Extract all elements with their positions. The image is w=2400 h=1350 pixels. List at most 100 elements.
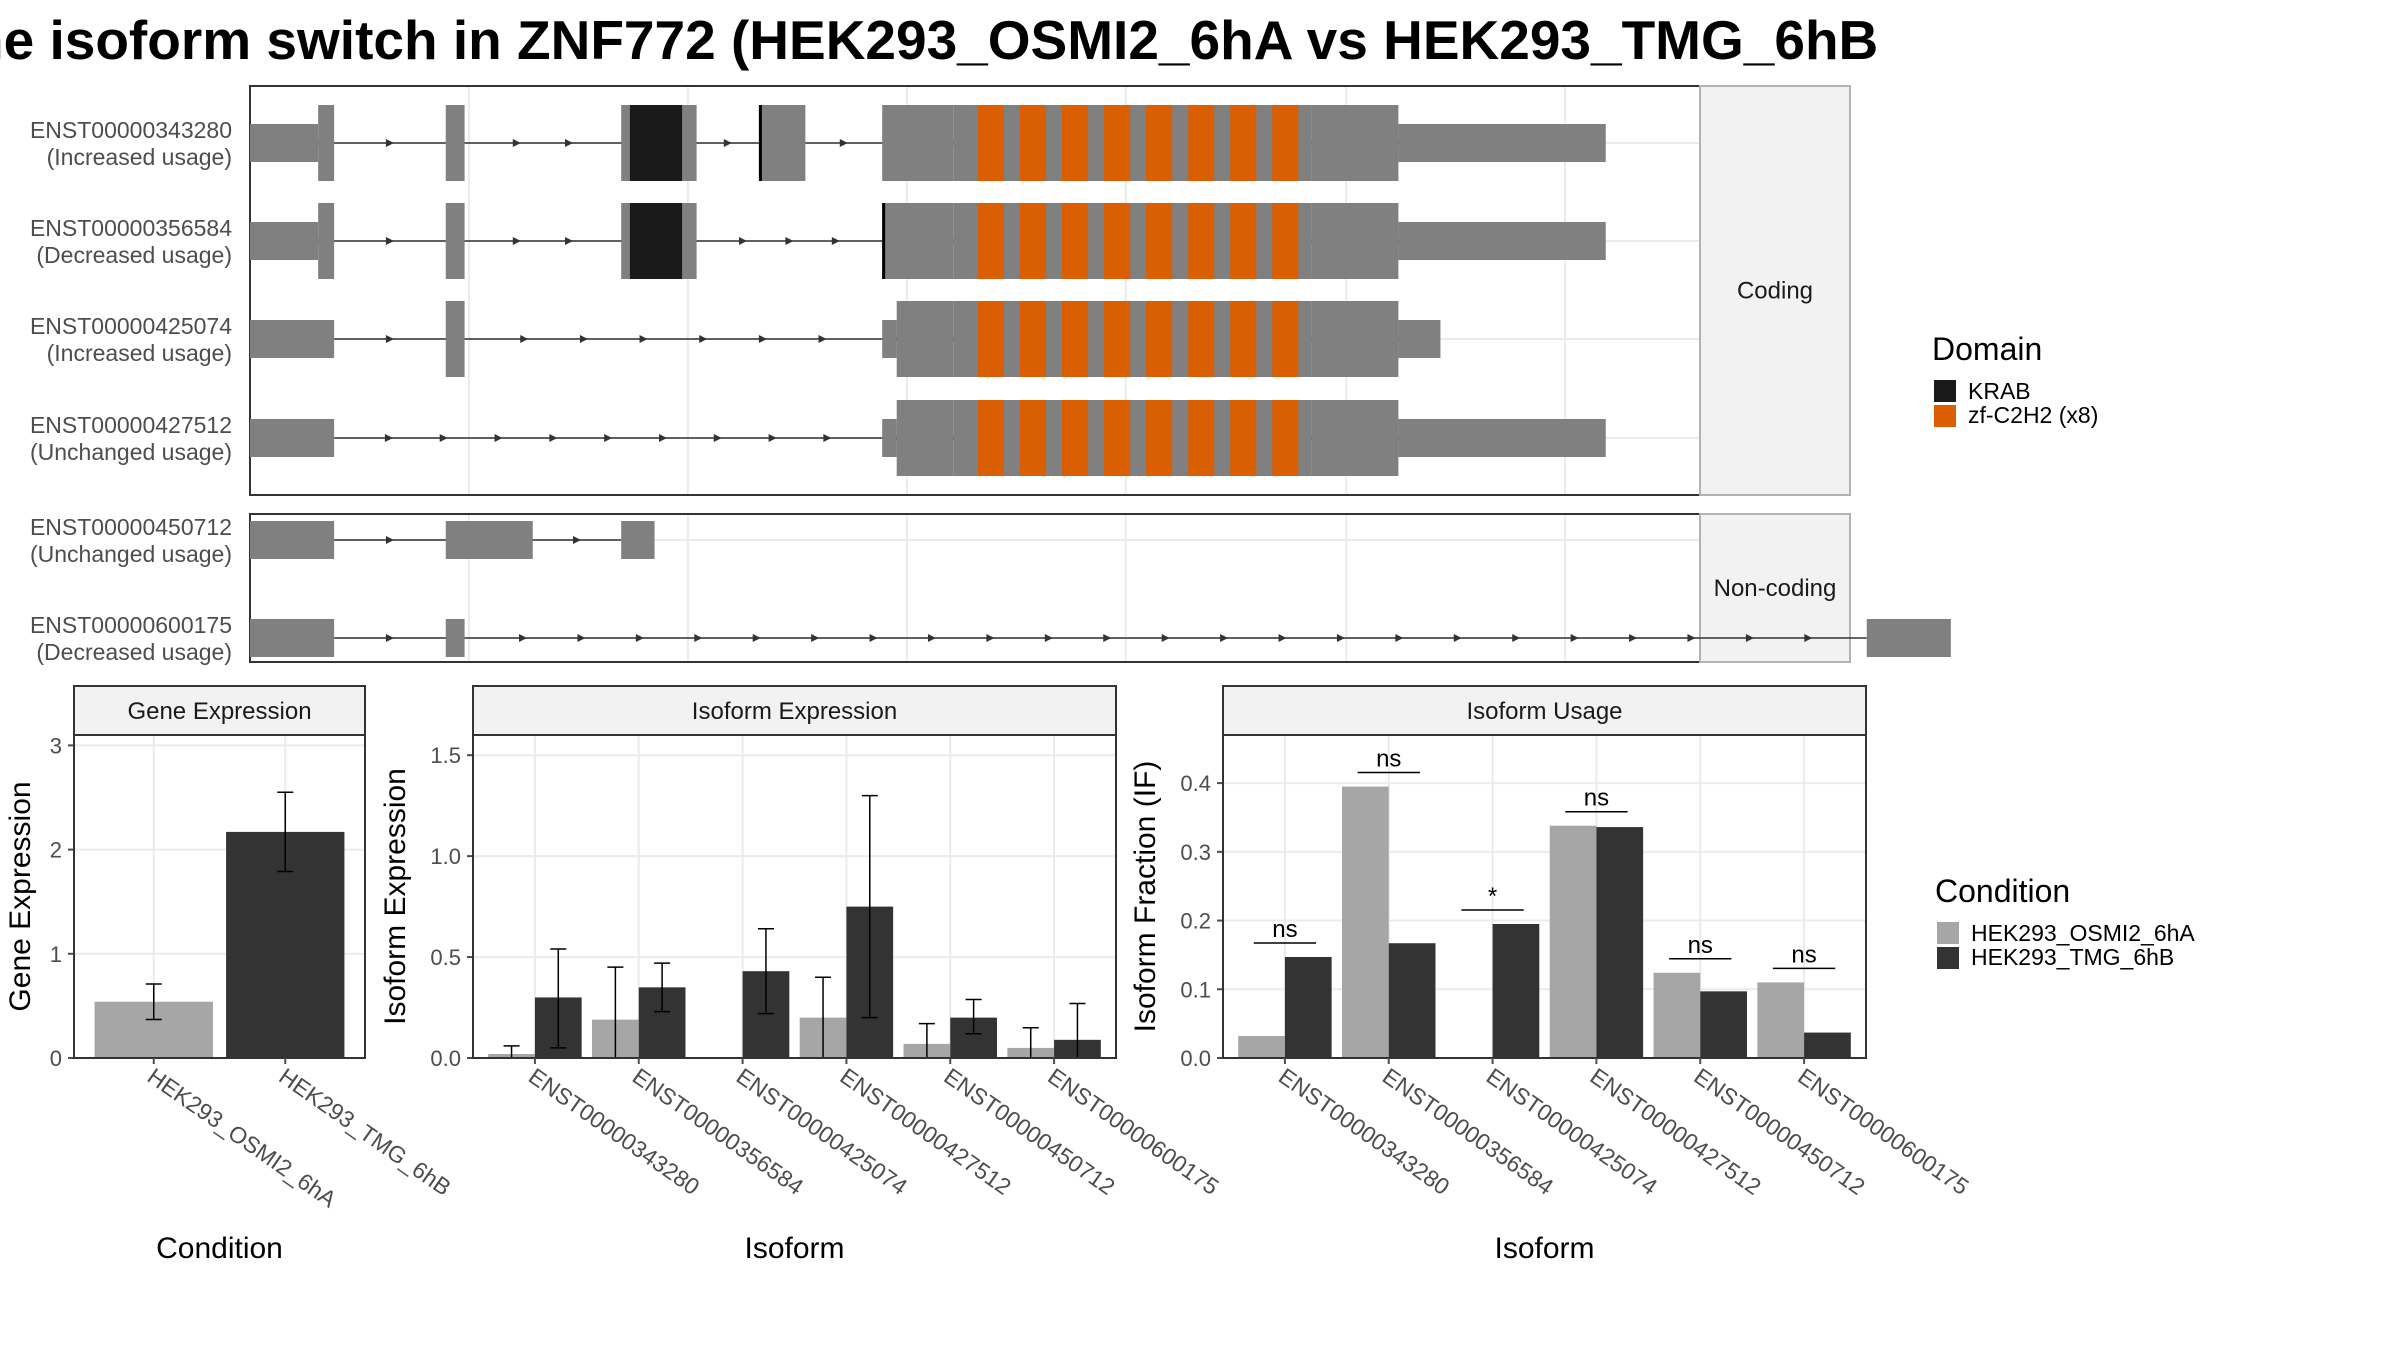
zf-c2h2-domain [977,105,1004,181]
x-tick-label: ENST00000425074 [732,1063,913,1200]
bar [1342,786,1389,1058]
coding-exon [1311,105,1399,181]
coding-exon [882,105,954,181]
intron-direction-arrow [579,335,588,343]
coding-exon [758,105,806,181]
intron-direction-arrow [811,634,820,642]
zf-c2h2-domain [1104,203,1131,279]
coding-exon [1311,301,1399,377]
zf-c2h2-domain [1104,105,1131,181]
coding-exon [318,105,335,181]
bar [1757,982,1805,1058]
intron-direction-arrow [1103,634,1112,642]
condition-legend-title: Condition [1935,873,2070,909]
coding-exon [953,105,1312,181]
significance-label: ns [1376,746,1401,773]
zf-c2h2-domain [1146,105,1173,181]
y-tick-label: 2 [50,838,62,863]
isoform-id-label: ENST00000343280 [30,117,232,143]
intron-direction-arrow [758,335,767,343]
coding-exon [953,301,1312,377]
utr-exon [882,419,897,457]
x-tick-label: ENST00000450712 [939,1063,1119,1200]
intron-direction-arrow [818,335,827,343]
coding-exon [1311,203,1399,279]
coding-exon [896,400,954,476]
intron-direction-arrow [577,634,586,642]
structure-strip-label: Coding [1737,278,1813,305]
intron-direction-arrow [565,237,573,245]
significance-label: ns [1584,785,1609,812]
x-tick-label: ENST00000600175 [1793,1063,1973,1200]
zf-c2h2-domain [1188,301,1215,377]
isoform-usage-label: (Increased usage) [47,144,232,170]
krab-domain [629,105,683,181]
structure-strip [1699,85,1851,496]
figure-title-text: he isoform switch in ZNF772 (HEK293_OSMI… [0,9,1879,71]
isoform-usage-label: (Unchanged usage) [30,541,232,567]
intron-direction-arrow [768,434,777,442]
y-tick-label: 0.3 [1180,840,1211,865]
zf-c2h2-domain [1019,105,1047,181]
zf-c2h2-domain [1272,301,1299,377]
intron-direction-arrow [658,434,667,442]
zf-c2h2-domain [1104,301,1131,377]
zf-c2h2-domain [1062,400,1089,476]
intron-direction-arrow [385,536,394,544]
legend-condA-label: HEK293_OSMI2_6hA [1971,920,2195,946]
x-tick-label: ENST00000356584 [1378,1063,1559,1200]
significance-label: ns [1688,932,1713,959]
intron-direction-arrow [385,335,394,343]
x-axis-title: Isoform [744,1232,844,1265]
zf-c2h2-domain [1146,301,1173,377]
intron-direction-arrow [512,139,521,147]
zf-c2h2-domain [1104,400,1131,476]
zf-c2h2-domain [1019,203,1047,279]
utr-exon [250,222,319,260]
intron-direction-arrow [494,434,503,442]
intron-direction-arrow [1395,634,1404,642]
bar [1653,972,1701,1058]
intron-direction-arrow [385,237,394,245]
intron-direction-arrow [1745,634,1754,642]
bar [1596,827,1644,1058]
isoform-usage-label: (Unchanged usage) [30,439,232,465]
x-axis-title: Condition [156,1232,283,1265]
y-tick-label: 1.0 [430,844,461,869]
utr-exon [250,124,319,162]
x-tick-label: ENST00000356584 [628,1063,809,1200]
y-tick-label: 0.0 [430,1046,461,1071]
intron-direction-arrow [927,634,936,642]
utr-exon [250,320,335,358]
intron-direction-arrow [512,237,521,245]
bar-panel-border [1222,734,1867,1059]
significance-label: * [1488,883,1497,910]
intron-direction-arrow [839,139,848,147]
intron-direction-arrow [385,634,394,642]
bar [1492,923,1540,1058]
zf-c2h2-domain [1272,400,1299,476]
intron-direction-arrow [723,139,732,147]
zf-c2h2-domain [1188,105,1215,181]
utr-exon [621,521,655,559]
y-tick-label: 0.2 [1180,909,1211,934]
isoform-id-label: ENST00000600175 [30,612,232,638]
coding-exon [953,203,1312,279]
intron-direction-arrow [986,634,995,642]
y-tick-label: 0.5 [430,945,461,970]
intron-direction-arrow [385,139,394,147]
intron-direction-arrow [439,434,448,442]
y-axis-title: Isoform Expression [379,768,412,1025]
coding-exon [445,301,465,377]
zf-c2h2-domain [977,301,1004,377]
zf-c2h2-domain [1230,301,1257,377]
significance-label: ns [1791,941,1816,968]
y-tick-label: 0.0 [1180,1046,1211,1071]
significance-label: ns [1272,916,1297,943]
bar-panel-title: Isoform Expression [692,698,897,725]
bar-panel-title: Gene Expression [127,698,311,725]
utr-exon [1866,619,1951,657]
intron-direction-arrow [694,634,703,642]
bar-panel-border [73,734,366,1059]
coding-exon [882,203,954,279]
